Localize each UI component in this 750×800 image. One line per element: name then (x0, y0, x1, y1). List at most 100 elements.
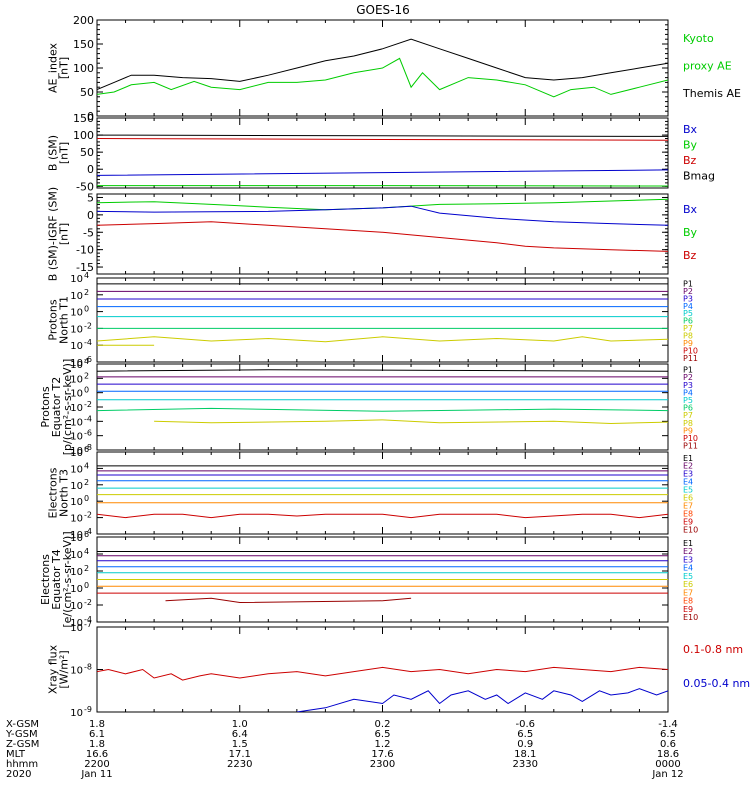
y-tick-label: -50 (76, 180, 94, 193)
panel-frame (96, 451, 669, 535)
time-axis-value: 18.6 (657, 749, 679, 760)
legend-entry: E3 (683, 555, 693, 564)
y-tick-exponent: 2 (84, 371, 89, 380)
y-tick-label: 10 (70, 374, 83, 385)
y-axis-label: Protons (39, 386, 52, 427)
y-tick-exponent: -2 (84, 321, 92, 330)
series-p1 (97, 369, 668, 372)
y-tick-label: 10 (70, 533, 83, 544)
time-axis-row-label: Y-GSM (5, 729, 38, 740)
legend-entry: P11 (683, 442, 698, 451)
y-tick-label: 10 (70, 464, 83, 475)
y-tick-exponent: -9 (84, 705, 92, 714)
y-tick-exponent: 6 (84, 445, 89, 454)
y-axis-label: AE_index (47, 42, 60, 93)
y-tick-label: 10 (70, 567, 83, 578)
time-axis-value: 0.9 (517, 739, 533, 750)
legend-entry: Bz (683, 249, 697, 262)
time-axis-value: 0.2 (375, 719, 391, 730)
y-tick-label: 10 (70, 308, 83, 319)
y-tick-label: 10 (70, 530, 83, 541)
y-tick-exponent: -8 (84, 663, 92, 672)
legend-entry: Bx (683, 123, 698, 136)
y-tick-label: 10 (70, 324, 83, 335)
y-tick-label: 0 (87, 110, 94, 123)
y-tick-label: 10 (70, 291, 83, 302)
legend-entry: Bx (683, 203, 698, 216)
legend-entry: E7 (683, 588, 693, 597)
time-axis-value: 17.6 (371, 749, 393, 760)
y-tick-label: 10 (70, 601, 83, 612)
legend-entry: P5 (683, 309, 693, 318)
y-tick-exponent: -6 (84, 355, 92, 364)
y-axis-label: [nT] (58, 142, 71, 164)
legend-entry: E9 (683, 605, 693, 614)
time-axis-value: 2300 (370, 759, 395, 770)
y-axis-label: B (SM)-IGRF (SM) (47, 187, 60, 281)
legend-entry: P7 (683, 411, 693, 420)
series-bx (97, 169, 668, 176)
legend-entry: P9 (683, 426, 693, 435)
y-axis-label: Equator T4 (50, 549, 63, 609)
y-tick-exponent: -4 (84, 414, 92, 423)
y-axis-label: Protons (47, 299, 60, 340)
y-tick-label: 150 (73, 38, 94, 51)
legend-entry: P4 (683, 302, 693, 311)
series-0-05-0-4-nm (296, 688, 668, 712)
time-axis-value: 17.1 (229, 749, 251, 760)
y-tick-exponent: 2 (84, 478, 89, 487)
legend-entry: P10 (683, 434, 698, 443)
legend-entry: E9 (683, 517, 693, 526)
y-tick-exponent: -8 (84, 443, 92, 452)
y-axis-label: Equator T2 (50, 377, 63, 437)
legend-entry: Kyoto (683, 32, 714, 45)
time-axis-value: 1.0 (232, 719, 248, 730)
legend-entry: E10 (683, 613, 698, 622)
time-axis-row-label: X-GSM (6, 719, 39, 730)
y-tick-exponent: -4 (84, 338, 92, 347)
time-axis-value: 1.8 (89, 739, 105, 750)
series-bx (97, 205, 668, 226)
y-tick-label: 10 (70, 360, 83, 371)
legend-entry: E2 (683, 547, 693, 556)
panel-ae: 0 50 100 150 200 AE_index[nT] Kyoto proxy AE The… (47, 14, 741, 123)
time-axis-value: 6.5 (660, 729, 676, 740)
y-axis-label: [nT] (58, 57, 71, 79)
time-axis-value: 1.5 (232, 739, 248, 750)
y-tick-exponent: 2 (84, 564, 89, 573)
y-tick-exponent: 0 (84, 581, 89, 590)
time-axis-row-label: hhmm (6, 759, 38, 770)
y-tick-label: 5 (87, 191, 94, 204)
series-p7 (154, 419, 668, 425)
y-tick-label: -10 (76, 244, 94, 257)
series-p7 (97, 336, 668, 343)
legend-entry: E4 (683, 564, 693, 573)
legend-entry: P6 (683, 317, 693, 326)
y-tick-exponent: -4 (84, 615, 92, 624)
panel-frame (96, 193, 669, 275)
legend-entry: P10 (683, 346, 698, 355)
y-tick-exponent: 0 (84, 494, 89, 503)
y-tick-exponent: -7 (84, 620, 92, 629)
y-tick-label: 10 (70, 448, 83, 459)
y-tick-label: 10 (70, 341, 83, 352)
legend-entry: E5 (683, 572, 693, 581)
legend-entry: E5 (683, 486, 693, 495)
y-tick-label: 0 (87, 163, 94, 176)
legend-entry: E1 (683, 454, 693, 463)
legend-entry: E6 (683, 580, 693, 589)
y-tick-label: 200 (73, 14, 94, 27)
legend-entry: P8 (683, 419, 693, 428)
panel-b-igrf: -15 -10 -5 0 5 B (SM)-IGRF (SM)[nT] Bx By Bz (47, 187, 698, 281)
y-tick-label: 10 (70, 514, 83, 525)
legend-entry: E7 (683, 502, 693, 511)
y-tick-label: -15 (76, 261, 94, 274)
legend-entry: 0.05-0.4 nm (683, 677, 750, 690)
series-bmag (97, 134, 668, 137)
y-tick-exponent: 4 (84, 271, 89, 280)
